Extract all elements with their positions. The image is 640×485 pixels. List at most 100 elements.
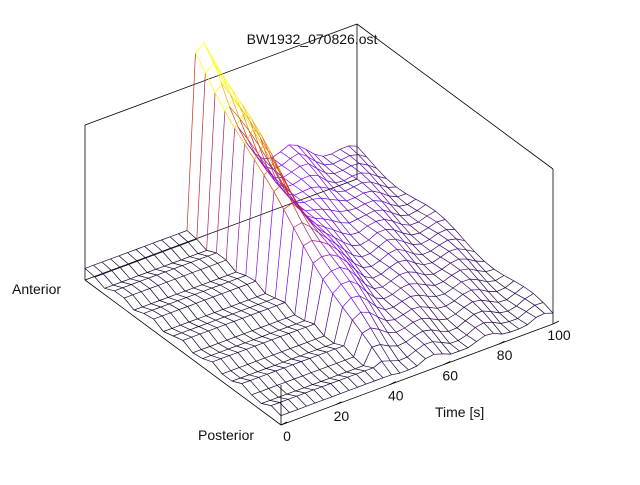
mesh-line-position <box>297 393 306 396</box>
mesh-line-time <box>328 366 338 375</box>
mesh-line-position <box>373 274 382 278</box>
mesh-line-time <box>274 192 284 210</box>
mesh-line-position <box>288 324 297 327</box>
mesh-line-position <box>298 145 307 149</box>
mesh-line-position <box>175 276 184 279</box>
mesh-line-time <box>258 372 268 375</box>
mesh-line-time <box>400 216 410 226</box>
mesh-line-time <box>362 333 372 347</box>
mesh-line-time <box>321 198 331 210</box>
mesh-line-position <box>340 146 349 149</box>
mesh-line-position <box>425 274 434 275</box>
mesh-line-time <box>282 352 292 359</box>
mesh-line-time <box>260 392 270 401</box>
mesh-line-position <box>413 319 422 323</box>
mesh-line-position <box>348 208 357 210</box>
mesh-line-position <box>356 371 365 374</box>
mesh-line-position <box>307 156 316 161</box>
mesh-line-position <box>460 269 469 270</box>
mesh-line-time <box>433 274 443 281</box>
mesh-line-time <box>355 198 365 204</box>
mesh-line-position <box>178 298 187 301</box>
mesh-line-position <box>507 293 515 299</box>
mesh-line-position <box>233 311 242 314</box>
mesh-line-position <box>152 307 161 310</box>
mesh-line-position <box>358 384 367 387</box>
mesh-line-time <box>408 272 418 284</box>
mesh-line-position <box>151 301 160 304</box>
mesh-line-position <box>375 210 384 211</box>
mesh-line-time <box>428 228 438 234</box>
mesh-line-time <box>367 226 377 233</box>
mesh-line-time <box>300 166 310 175</box>
mesh-line-position <box>312 241 321 242</box>
mesh-line-position <box>261 324 270 327</box>
mesh-line-position <box>387 239 396 240</box>
mesh-line-position <box>369 233 378 240</box>
mesh-line-position <box>193 350 202 353</box>
mesh-line-time <box>183 340 193 352</box>
mesh-line-time <box>144 313 154 319</box>
mesh-line-time <box>343 307 353 320</box>
mesh-line-position <box>196 300 205 303</box>
mesh-line-time <box>463 294 473 301</box>
mesh-line-position <box>420 307 429 308</box>
mesh-line-time <box>397 346 407 357</box>
mesh-line-time <box>453 288 463 294</box>
mesh-line-position <box>426 354 435 358</box>
mesh-line-position <box>290 409 299 412</box>
mesh-line-position <box>477 336 486 342</box>
mesh-line-time <box>327 352 337 363</box>
mesh-line-time <box>211 355 221 358</box>
mesh-line-time <box>307 342 317 349</box>
mesh-line-time <box>226 260 236 272</box>
mesh-line-position <box>241 308 250 311</box>
mesh-line-position <box>313 198 322 199</box>
mesh-line-time <box>460 270 470 279</box>
mesh-line-time <box>450 343 460 351</box>
mesh-line-time <box>230 291 240 303</box>
mesh-line-time <box>321 382 331 384</box>
mesh-line-position <box>366 211 375 215</box>
mesh-line-position <box>304 199 313 202</box>
mesh-line-time <box>486 272 496 281</box>
mesh-line-position <box>279 327 288 330</box>
mesh-line-time <box>314 324 324 336</box>
mesh-line-time <box>516 306 526 312</box>
mesh-line-time <box>179 310 189 322</box>
mesh-line-time <box>334 174 344 181</box>
mesh-line-time <box>305 393 315 403</box>
mesh-line-time <box>297 396 307 406</box>
mesh-line-time <box>350 235 360 245</box>
mesh-line-position <box>191 259 200 262</box>
mesh-line-time <box>341 284 351 298</box>
mesh-line-time <box>200 334 210 346</box>
mesh-line-position <box>270 397 279 400</box>
mesh-line-position <box>211 279 220 282</box>
mesh-line-time <box>201 270 211 282</box>
mesh-line-time <box>508 311 518 318</box>
mesh-line-time <box>482 311 492 322</box>
mesh-line-time <box>345 360 355 369</box>
mesh-line-position <box>276 368 285 371</box>
mesh-line-time <box>377 233 387 240</box>
mesh-line-position <box>182 262 191 265</box>
mesh-line-time <box>177 294 187 297</box>
mesh-line-position <box>329 375 338 378</box>
mesh-line-time <box>171 249 181 260</box>
mesh-line-time <box>356 374 366 384</box>
mesh-line-time <box>345 191 355 198</box>
mesh-line-position <box>324 397 333 400</box>
mesh-line-time <box>426 285 436 297</box>
mesh-line-position <box>446 301 455 306</box>
mesh-line-time <box>339 212 349 223</box>
mesh-line-position <box>146 255 155 258</box>
mesh-line-position <box>296 321 305 324</box>
mesh-line-time <box>295 391 305 393</box>
mesh-line-position <box>185 288 194 291</box>
mesh-line-time <box>351 298 361 313</box>
mesh-line-time <box>290 159 300 167</box>
mesh-line-time <box>227 340 237 346</box>
mesh-line-position <box>341 281 350 284</box>
mesh-line-time <box>437 222 447 230</box>
